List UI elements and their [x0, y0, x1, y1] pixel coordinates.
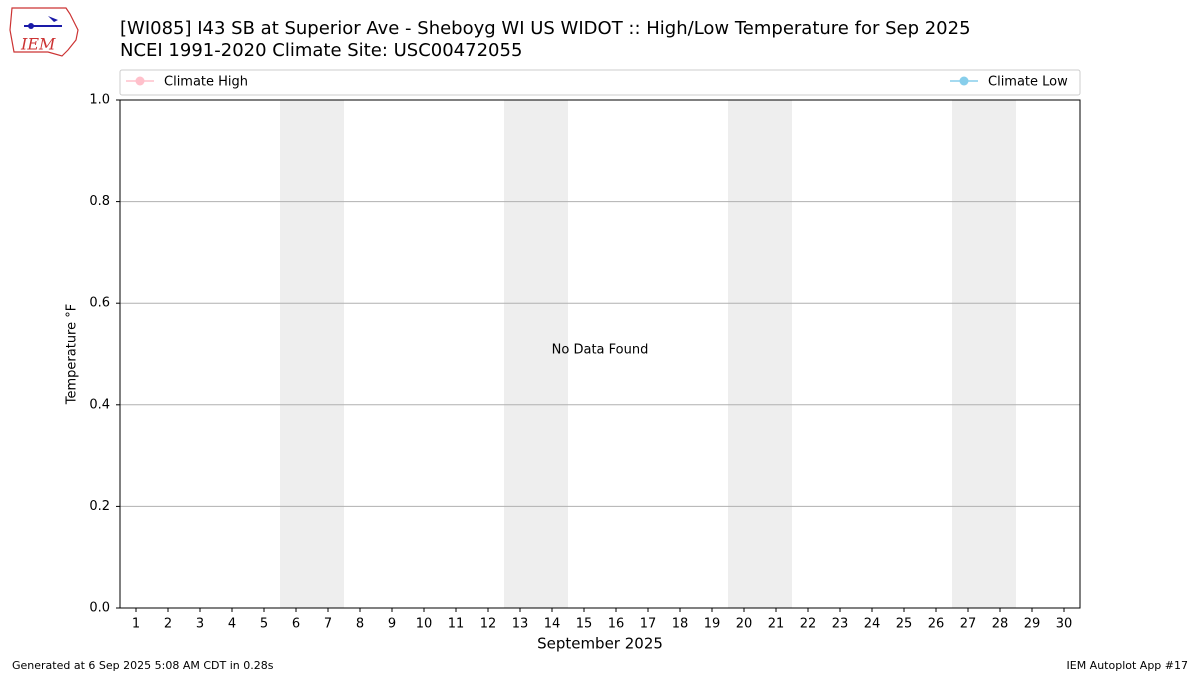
shaded-band	[728, 100, 760, 608]
x-tick-label: 5	[260, 617, 268, 632]
x-tick-label: 29	[1024, 617, 1041, 632]
shaded-band	[760, 100, 792, 608]
x-tick-label: 25	[896, 617, 913, 632]
x-tick-label: 30	[1056, 617, 1073, 632]
annotation: No Data Found	[552, 343, 649, 358]
x-tick-label: 17	[640, 617, 657, 632]
chart-title: [WI085] I43 SB at Superior Ave - Sheboyg…	[120, 18, 971, 39]
x-tick-label: 22	[800, 617, 817, 632]
x-tick-label: 23	[832, 617, 849, 632]
x-tick-label: 24	[864, 617, 881, 632]
legend-marker	[135, 76, 145, 86]
legend-marker	[959, 76, 969, 86]
shaded-band	[312, 100, 344, 608]
footer-left: Generated at 6 Sep 2025 5:08 AM CDT in 0…	[12, 659, 274, 672]
shaded-band	[952, 100, 984, 608]
x-tick-label: 16	[608, 617, 625, 632]
y-tick-label: 0.8	[89, 194, 110, 209]
shaded-band	[504, 100, 536, 608]
x-tick-label: 19	[704, 617, 721, 632]
x-axis-label: September 2025	[537, 635, 663, 653]
chart-subtitle: NCEI 1991-2020 Climate Site: USC00472055	[120, 40, 522, 61]
shaded-band	[536, 100, 568, 608]
x-tick-label: 28	[992, 617, 1009, 632]
y-tick-label: 1.0	[89, 93, 110, 108]
y-tick-label: 0.0	[89, 601, 110, 616]
y-tick-label: 0.4	[89, 397, 110, 412]
logo-text: IEM	[20, 35, 56, 54]
x-tick-label: 3	[196, 617, 204, 632]
legend-label: Climate High	[164, 75, 248, 90]
legend-entry: Climate Low	[950, 75, 1068, 90]
x-tick-label: 15	[576, 617, 593, 632]
x-tick-label: 14	[544, 617, 561, 632]
x-tick-label: 26	[928, 617, 945, 632]
x-tick-label: 7	[324, 617, 332, 632]
x-tick-label: 10	[416, 617, 433, 632]
x-tick-label: 6	[292, 617, 300, 632]
legend-box	[119, 69, 1081, 96]
x-tick-label: 1	[132, 617, 140, 632]
y-tick-label: 0.6	[89, 296, 110, 311]
x-tick-label: 2	[164, 617, 172, 632]
x-tick-label: 11	[448, 617, 465, 632]
x-tick-label: 12	[480, 617, 497, 632]
y-axis-label: Temperature °F	[65, 304, 80, 405]
x-tick-label: 9	[388, 617, 396, 632]
shaded-band	[984, 100, 1016, 608]
plot-frame	[119, 99, 1081, 609]
x-tick-label: 21	[768, 617, 785, 632]
legend-label: Climate Low	[988, 75, 1068, 90]
x-tick-label: 13	[512, 617, 529, 632]
footer-right: IEM Autoplot App #17	[1067, 659, 1189, 672]
legend-entry: Climate High	[126, 75, 248, 90]
x-tick-label: 20	[736, 617, 753, 632]
x-tick-label: 18	[672, 617, 689, 632]
y-tick-label: 0.2	[89, 499, 110, 514]
x-tick-label: 4	[228, 617, 236, 632]
shaded-band	[280, 100, 312, 608]
x-tick-label: 27	[960, 617, 977, 632]
logo: IEM	[9, 7, 79, 57]
x-tick-label: 8	[356, 617, 364, 632]
